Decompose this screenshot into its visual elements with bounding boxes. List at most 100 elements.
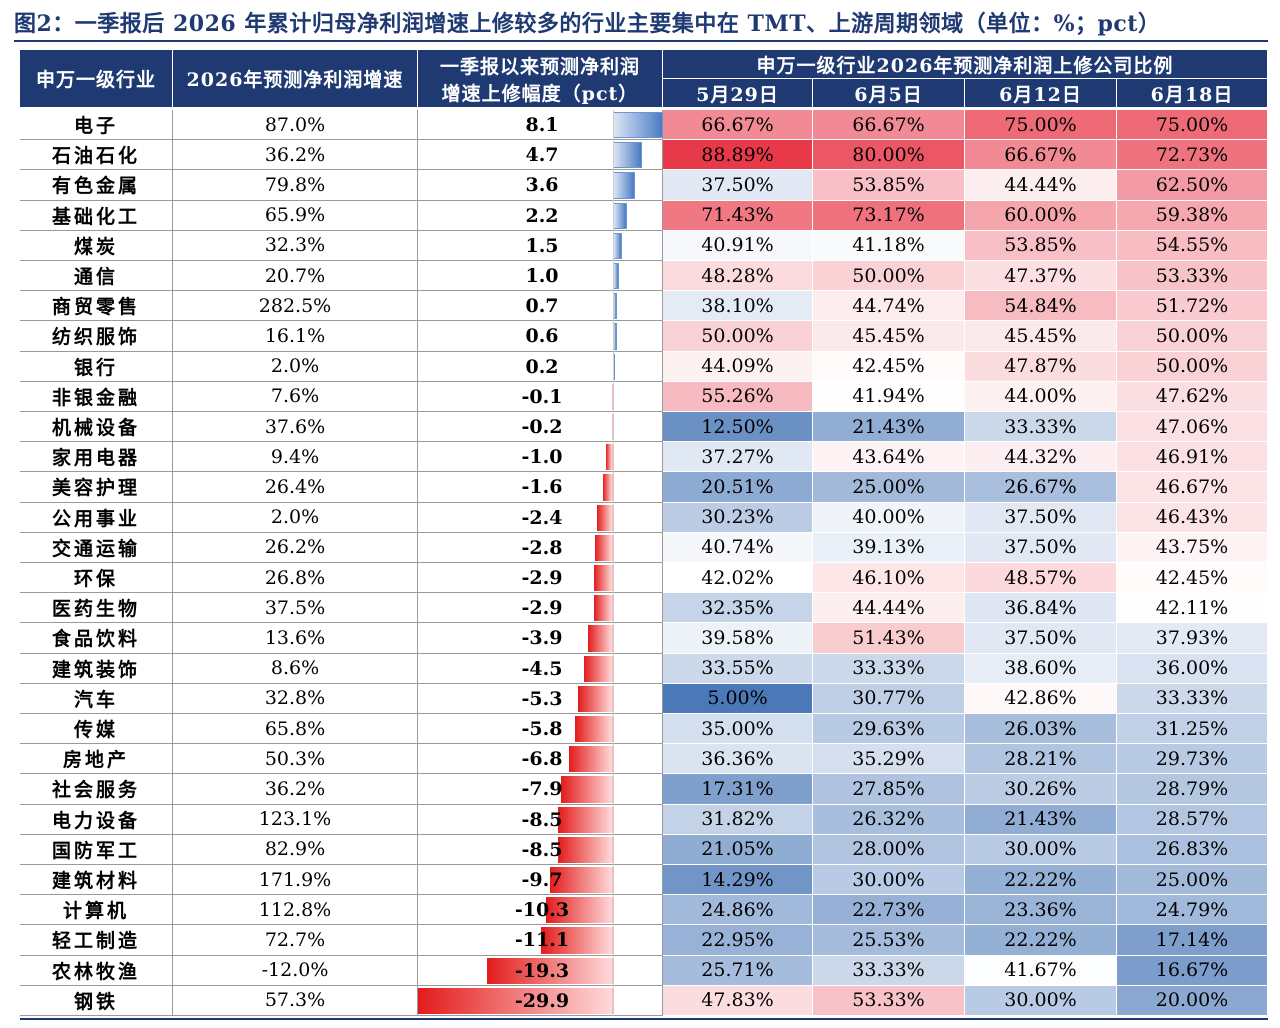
ratio-cell: 30.77%: [813, 683, 965, 714]
industry-cell: 传媒: [20, 714, 173, 745]
header-date: 6月12日: [965, 79, 1117, 108]
revision-label: -10.3: [514, 899, 570, 922]
header-industry: 申万一级行业: [20, 50, 173, 108]
growth-cell: 57.3%: [173, 985, 418, 1016]
ratio-cell: 50.00%: [1117, 321, 1268, 352]
ratio-cell: 33.33%: [813, 955, 965, 986]
revision-label: -29.9: [514, 989, 570, 1012]
revision-bar: [612, 383, 614, 410]
ratio-cell: 53.85%: [965, 230, 1117, 261]
ratio-cell: 60.00%: [965, 200, 1117, 231]
revision-label: -0.2: [521, 416, 563, 439]
ratio-cell: 14.29%: [663, 865, 813, 896]
industry-cell: 电子: [20, 110, 173, 141]
ratio-cell: 32.35%: [663, 593, 813, 624]
ratio-cell: 40.00%: [813, 502, 965, 533]
ratio-cell: 54.84%: [965, 291, 1117, 322]
revision-label: -1.0: [521, 446, 563, 469]
ratio-cell: 50.00%: [1117, 351, 1268, 382]
ratio-cell: 40.74%: [663, 532, 813, 563]
revision-label: 0.6: [525, 325, 559, 348]
revision-cell: [418, 804, 663, 835]
header-growth: 2026年预测净利润增速: [173, 50, 418, 108]
ratio-cell: 66.67%: [965, 140, 1117, 171]
revision-label: -4.5: [521, 657, 563, 680]
ratio-cell: 29.73%: [1117, 744, 1268, 775]
header-revision: 一季报以来预测净利润 增速上修幅度（pct）: [418, 50, 663, 108]
ratio-cell: 26.03%: [965, 714, 1117, 745]
growth-cell: 79.8%: [173, 170, 418, 201]
ratio-cell: 30.00%: [813, 865, 965, 896]
header-ratio-group: 申万一级行业2026年预测净利润上修公司比例: [663, 50, 1268, 79]
revision-bar: [549, 867, 613, 894]
ratio-cell: 51.72%: [1117, 291, 1268, 322]
growth-cell: 171.9%: [173, 865, 418, 896]
growth-cell: 72.7%: [173, 925, 418, 956]
ratio-cell: 47.37%: [965, 261, 1117, 292]
revision-label: -19.3: [514, 959, 570, 982]
growth-cell: 65.8%: [173, 714, 418, 745]
ratio-cell: 44.00%: [965, 381, 1117, 412]
industry-cell: 食品饮料: [20, 623, 173, 654]
revision-label: 3.6: [525, 174, 559, 197]
ratio-cell: 37.27%: [663, 442, 813, 473]
ratio-cell: 22.73%: [813, 895, 965, 926]
figure-title: 图2：一季报后 2026 年累计归母净利润增速上修较多的行业主要集中在 TMT、…: [14, 11, 1161, 37]
ratio-cell: 33.33%: [965, 412, 1117, 443]
revision-label: -9.7: [521, 869, 563, 892]
header-date: 6月18日: [1117, 79, 1268, 108]
revision-bar: [578, 685, 613, 712]
revision-cell: [418, 291, 663, 322]
revision-bar: [418, 987, 613, 1014]
growth-cell: 20.7%: [173, 261, 418, 292]
revision-cell: [418, 653, 663, 684]
ratio-cell: 80.00%: [813, 140, 965, 171]
revision-label: 8.1: [525, 114, 559, 137]
revision-bar: [583, 655, 613, 682]
growth-cell: 26.8%: [173, 563, 418, 594]
ratio-cell: 43.75%: [1117, 532, 1268, 563]
ratio-cell: 30.26%: [965, 774, 1117, 805]
revision-bar: [597, 504, 613, 531]
ratio-cell: 42.45%: [1117, 563, 1268, 594]
ratio-cell: 25.71%: [663, 955, 813, 986]
ratio-cell: 42.02%: [663, 563, 813, 594]
industry-cell: 环保: [20, 563, 173, 594]
revision-label: -1.6: [521, 476, 563, 499]
ratio-cell: 53.33%: [813, 985, 965, 1016]
ratio-cell: 37.50%: [965, 502, 1117, 533]
revision-bar: [487, 957, 613, 984]
ratio-cell: 44.32%: [965, 442, 1117, 473]
ratio-cell: 53.33%: [1117, 261, 1268, 292]
growth-cell: 37.6%: [173, 412, 418, 443]
ratio-cell: 17.14%: [1117, 925, 1268, 956]
revision-cell: [418, 714, 663, 745]
ratio-cell: 33.33%: [1117, 683, 1268, 714]
ratio-cell: 47.06%: [1117, 412, 1268, 443]
ratio-cell: 28.00%: [813, 834, 965, 865]
revision-label: -2.4: [521, 506, 563, 529]
industry-cell: 有色金属: [20, 170, 173, 201]
growth-cell: 123.1%: [173, 804, 418, 835]
revision-bar: [602, 474, 613, 501]
ratio-cell: 30.23%: [663, 502, 813, 533]
revision-cell: [418, 895, 663, 926]
ratio-cell: 26.67%: [965, 472, 1117, 503]
revision-label: -6.8: [521, 748, 563, 771]
revision-cell: [418, 774, 663, 805]
revision-cell: [418, 834, 663, 865]
ratio-cell: 37.50%: [965, 623, 1117, 654]
revision-label: -3.9: [521, 627, 563, 650]
revision-bar: [540, 927, 613, 954]
industry-cell: 建筑装饰: [20, 653, 173, 684]
industry-cell: 房地产: [20, 744, 173, 775]
revision-label: -8.5: [521, 808, 563, 831]
ratio-cell: 59.38%: [1117, 200, 1268, 231]
revision-bar: [557, 806, 613, 833]
ratio-cell: 21.05%: [663, 834, 813, 865]
ratio-cell: 42.45%: [813, 351, 965, 382]
industry-cell: 电力设备: [20, 804, 173, 835]
revision-label: -5.3: [521, 687, 563, 710]
ratio-cell: 48.28%: [663, 261, 813, 292]
growth-cell: 37.5%: [173, 593, 418, 624]
